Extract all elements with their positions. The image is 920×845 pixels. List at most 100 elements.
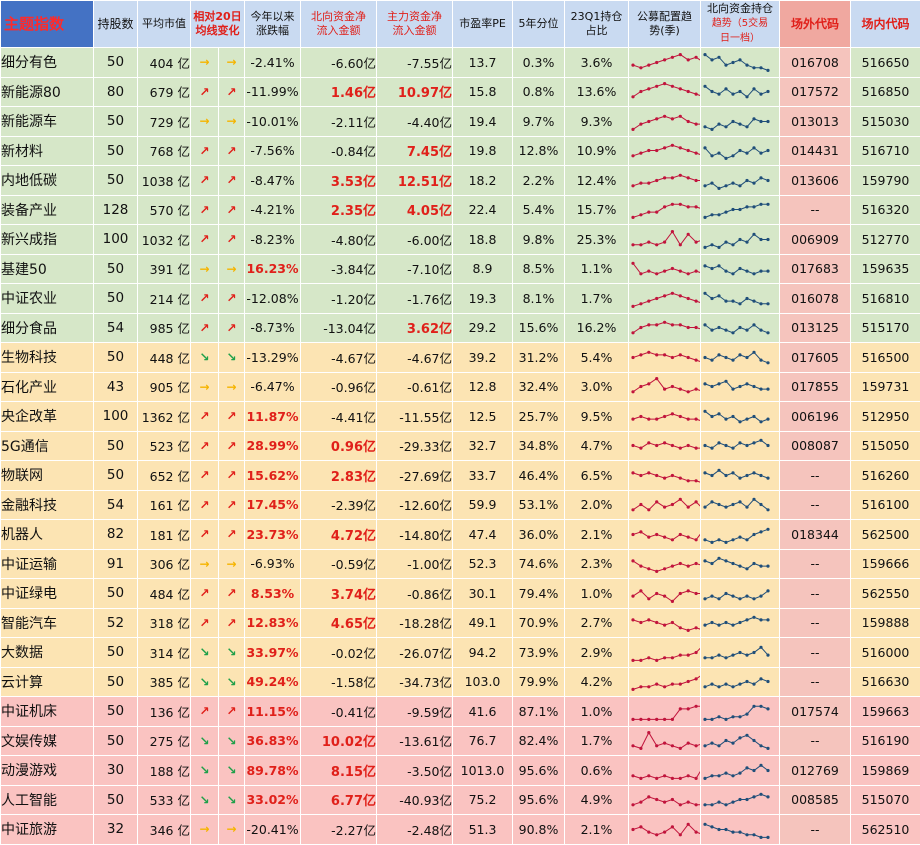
north-flow: 0.96亿 (301, 431, 377, 461)
north-sparkline (701, 521, 772, 548)
north-sparkline (701, 373, 772, 400)
fund-sparkline-point (631, 774, 634, 777)
fund-sparkline-point (639, 621, 642, 624)
north-sparkline-point (745, 125, 748, 128)
fund-sparkline-point (639, 589, 642, 592)
fund-trend (629, 726, 701, 756)
north-sparkline-line (705, 205, 768, 218)
north-sparkline-point (710, 358, 713, 361)
north-flow: 10.02亿 (301, 726, 377, 756)
north-sparkline-line (705, 293, 768, 304)
mcap: 314 亿 (138, 638, 191, 668)
fund-sparkline-point (663, 718, 666, 721)
north-sparkline-point (717, 715, 720, 718)
mcap: 346 亿 (138, 815, 191, 845)
north-flow: -2.11亿 (301, 107, 377, 137)
north-sparkline-point (724, 771, 727, 774)
north-sparkline-point (766, 527, 769, 530)
fund-sparkline-point (639, 415, 642, 418)
q1-holding: 3.0% (565, 372, 629, 402)
fund-sparkline-point (663, 114, 666, 117)
fund-trend (629, 520, 701, 550)
count: 43 (94, 372, 138, 402)
north-sparkline-point (752, 616, 755, 619)
fund-sparkline-point (695, 388, 698, 391)
fund-sparkline-point (631, 688, 634, 691)
mcap: 484 亿 (138, 579, 191, 609)
north-flow: 3.74亿 (301, 579, 377, 609)
ma20-arrow-a-icon: ↘ (191, 667, 219, 697)
ma20-arrow-a-icon: ↗ (191, 461, 219, 491)
outcode: -- (780, 608, 851, 638)
north-sparkline-point (766, 796, 769, 799)
north-sparkline-line (705, 647, 768, 658)
north-sparkline-point (717, 557, 720, 560)
fund-sparkline-point (679, 653, 682, 656)
fund-sparkline-point (671, 798, 674, 801)
pct5y: 8.5% (513, 254, 565, 284)
outcode: -- (780, 638, 851, 668)
north-sparkline-line (705, 470, 768, 478)
fund-sparkline-point (639, 503, 642, 506)
pct5y: 34.8% (513, 431, 565, 461)
north-sparkline (701, 550, 772, 577)
north-sparkline (701, 786, 772, 813)
name: 新材料 (1, 136, 94, 166)
north-trend (701, 313, 780, 343)
north-sparkline-point (710, 501, 713, 504)
north-sparkline-point (752, 683, 755, 686)
fund-trend (629, 402, 701, 432)
north-sparkline-point (752, 562, 755, 565)
fund-sparkline-point (655, 798, 658, 801)
fund-sparkline-point (695, 417, 698, 420)
main-flow: -18.28亿 (377, 608, 453, 638)
north-sparkline (701, 727, 772, 754)
fund-sparkline-point (647, 63, 650, 66)
north-sparkline-point (710, 562, 713, 565)
mcap: 306 亿 (138, 549, 191, 579)
north-sparkline-point (710, 621, 713, 624)
ma20-arrow-b-icon: → (219, 107, 245, 137)
north-sparkline-point (717, 685, 720, 688)
fund-sparkline-point (695, 358, 698, 361)
pe: 32.7 (453, 431, 513, 461)
count: 52 (94, 608, 138, 638)
north-trend (701, 461, 780, 491)
fund-sparkline-point (631, 803, 634, 806)
fund-sparkline-line (633, 293, 701, 306)
pe: 18.2 (453, 166, 513, 196)
fund-sparkline (629, 255, 701, 282)
fund-sparkline-point (679, 203, 682, 206)
fund-sparkline-point (639, 90, 642, 93)
north-flow: 8.15亿 (301, 756, 377, 786)
pe: 1013.0 (453, 756, 513, 786)
north-sparkline-point (752, 597, 755, 600)
incode: 516320 (851, 195, 920, 225)
north-sparkline (701, 255, 772, 282)
north-sparkline-line (705, 178, 768, 189)
north-sparkline-point (745, 653, 748, 656)
incode: 562550 (851, 579, 920, 609)
header-fund-line2: 势(季) (649, 24, 680, 37)
outcode: 017574 (780, 697, 851, 727)
incode: 159790 (851, 166, 920, 196)
fund-trend (629, 195, 701, 225)
north-flow: -6.60亿 (301, 48, 377, 78)
header-ytd: 今年以来 涨跌幅 (245, 1, 301, 48)
north-sparkline-point (752, 117, 755, 120)
north-sparkline-line (705, 765, 768, 778)
north-sparkline-point (724, 560, 727, 563)
north-flow: -1.58亿 (301, 667, 377, 697)
north-sparkline-point (745, 240, 748, 243)
north-trend (701, 402, 780, 432)
fund-sparkline-point (639, 243, 642, 246)
fund-sparkline-point (663, 801, 666, 804)
fund-sparkline-point (639, 152, 642, 155)
fund-sparkline-point (671, 144, 674, 147)
fund-sparkline-point (695, 122, 698, 125)
ma20-arrow-a-icon: → (191, 372, 219, 402)
q1-holding: 13.6% (565, 77, 629, 107)
